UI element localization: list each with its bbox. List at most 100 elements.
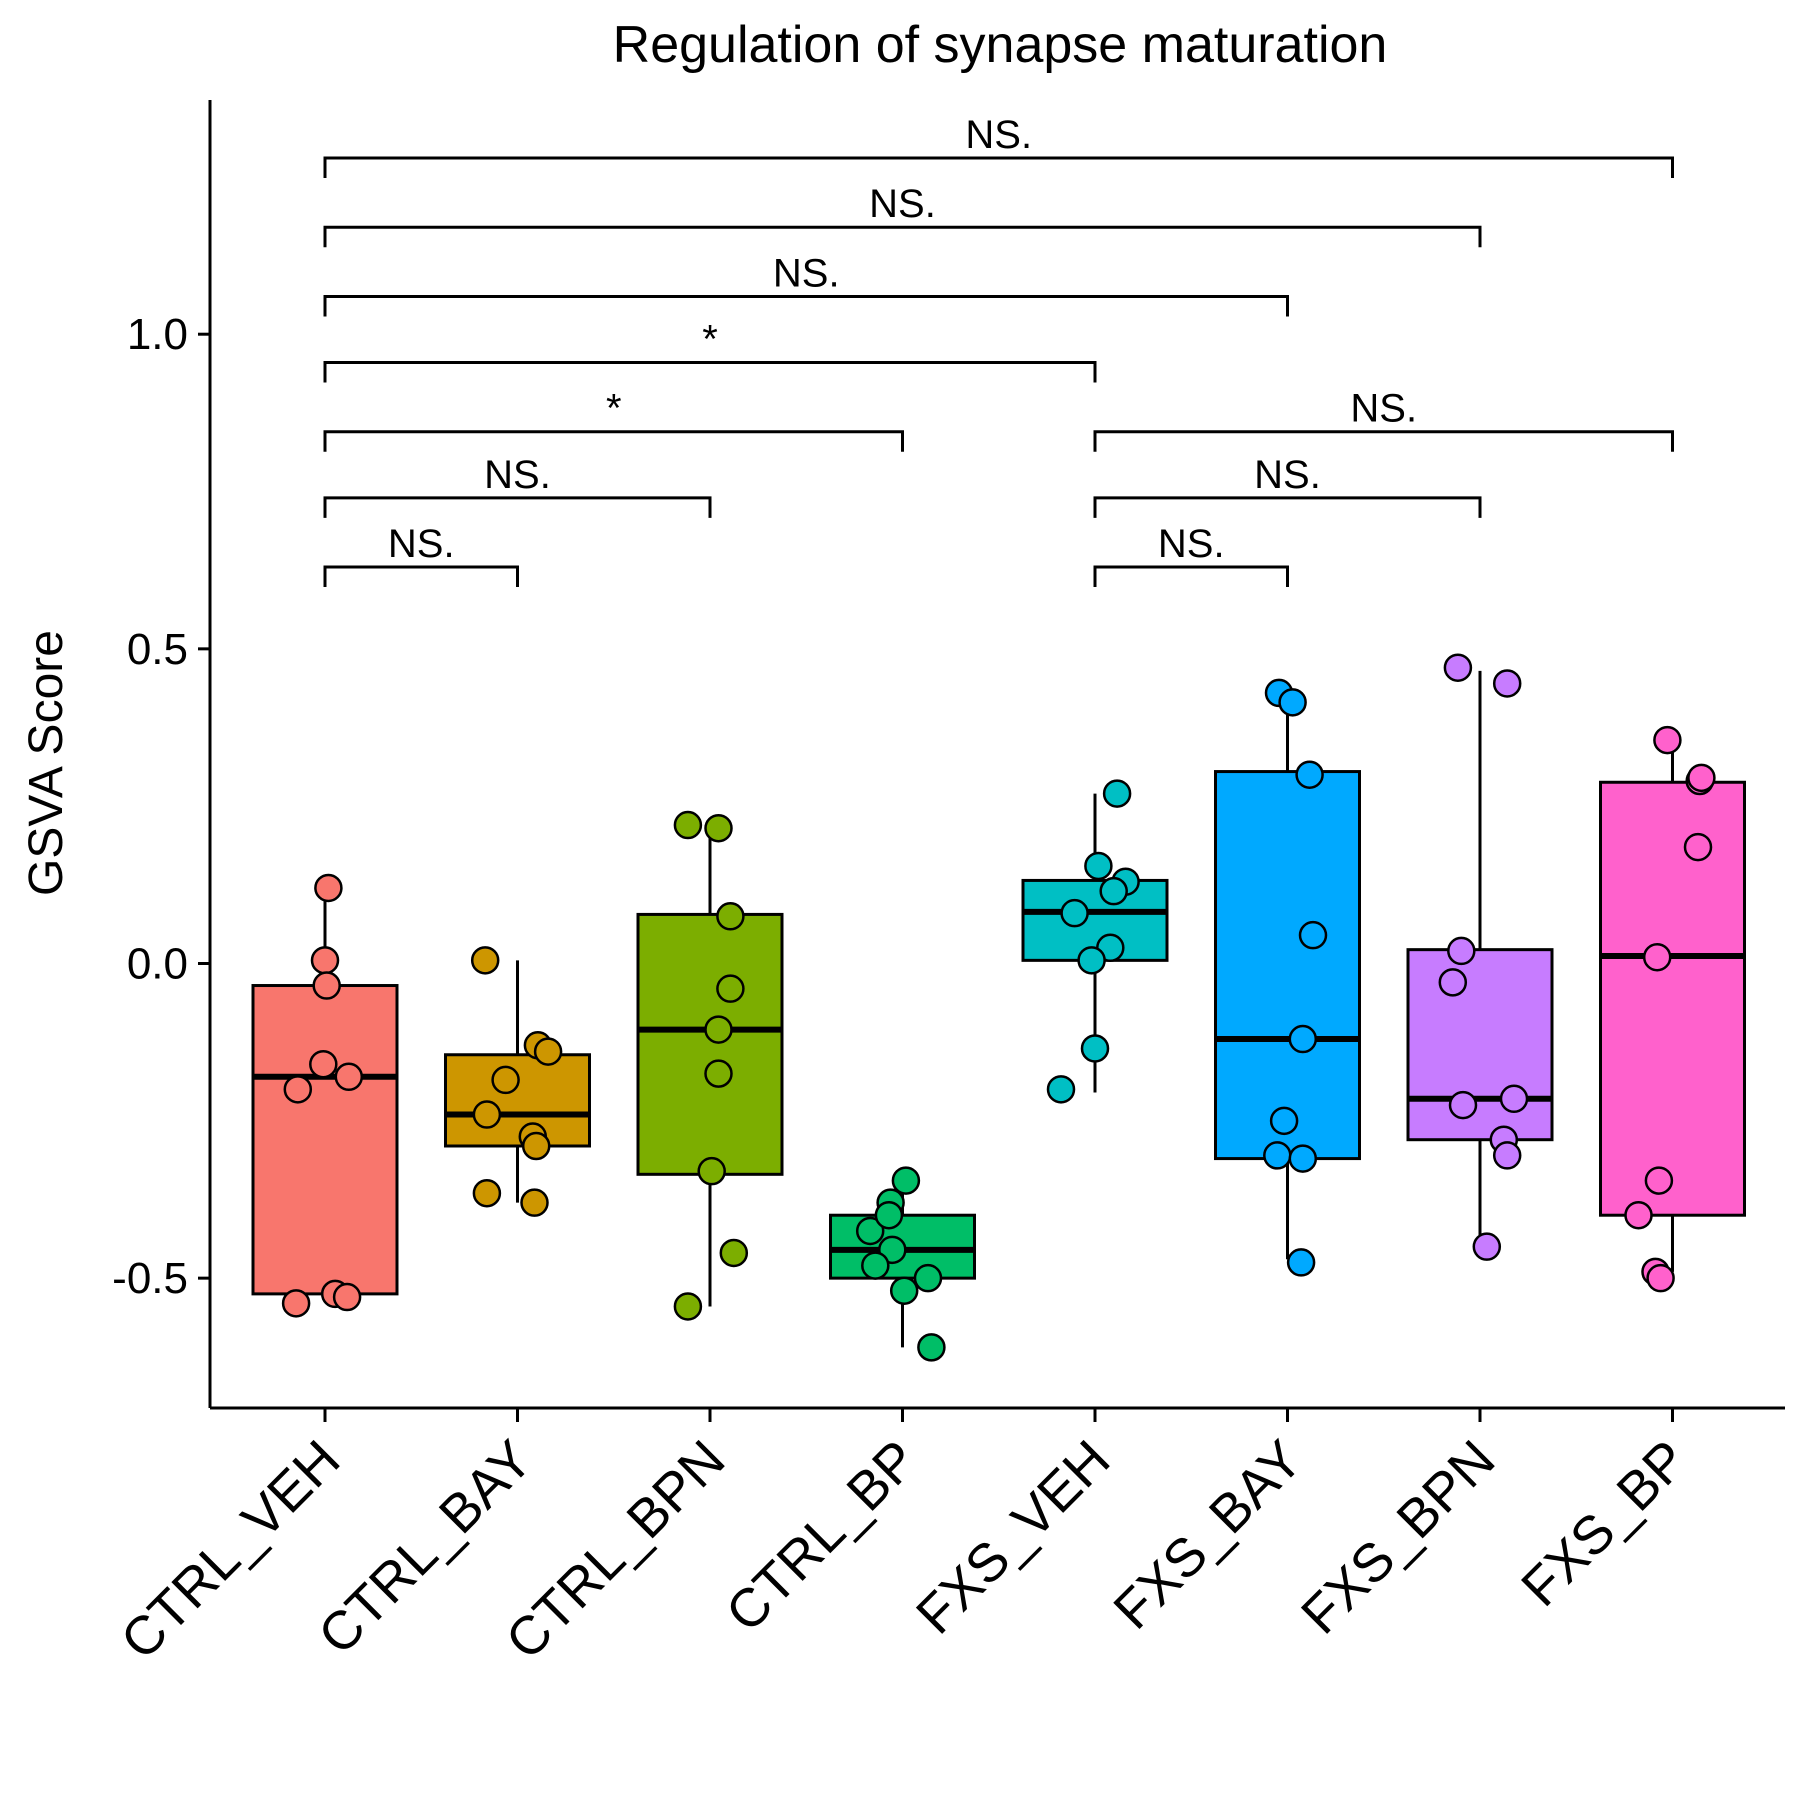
data-point [716,902,745,931]
bracket-line [323,361,1097,383]
data-point [917,1333,946,1362]
data-points [281,653,1716,1362]
significance-bracket: NS. [1093,453,1482,518]
data-point [314,873,343,903]
box-fxs-bay [1214,692,1361,1260]
data-point [1644,1166,1674,1195]
data-point [1472,1232,1502,1261]
significance-bracket: NS. [323,522,519,588]
data-point [1499,1084,1529,1114]
data-point [1084,851,1113,881]
significance-label: NS. [388,522,455,566]
data-point [472,1100,502,1129]
box-body [1599,780,1746,1217]
significance-bracket: * [323,318,1097,383]
significance-label: NS. [1350,387,1417,431]
significance-label: * [702,318,718,362]
data-point [673,810,703,840]
data-point [1286,1248,1316,1277]
data-point [1624,1200,1653,1230]
data-point [1448,1090,1478,1120]
data-point [1492,1141,1522,1170]
data-point [281,1289,311,1318]
data-point [673,1292,703,1321]
significance-bracket: NS. [323,182,1482,248]
significance-label: NS. [773,251,840,295]
significance-bracket: NS. [323,113,1674,178]
data-point [1492,669,1522,698]
bracket-line [323,225,1482,248]
y-tick-label: -0.5 [112,1254,188,1303]
significance-label: NS. [484,453,551,497]
data-point [310,946,340,975]
data-point [1447,936,1476,966]
box-ctrl-bay [444,960,591,1203]
data-point [1295,760,1324,789]
data-point [1288,1144,1318,1173]
data-point [1653,725,1682,755]
bracket-line [323,294,1289,317]
bracket-line [323,496,712,518]
data-point [283,1075,313,1104]
data-point [891,1166,921,1195]
data-point [1263,1141,1292,1170]
box-ctrl-veh [251,891,399,1298]
data-point [312,971,341,1000]
data-point [913,1263,943,1293]
x-tick-labels: CTRL_VEHCTRL_BAYCTRL_BPNCTRL_BPFXS_VEHFX… [110,1408,1699,1671]
significance-bracket: * [323,387,904,452]
data-point [1278,688,1307,717]
bracket-line [1093,496,1482,518]
box-body [444,1053,591,1148]
data-point [309,1049,338,1079]
data-point [1298,920,1328,950]
x-tick-label: FXS_VEH [905,1429,1121,1645]
data-point [874,1200,904,1230]
box-body [1406,948,1554,1142]
data-point [1099,876,1128,906]
bracket-line [1093,430,1674,452]
significance-label: NS. [1254,453,1321,497]
data-point [533,1037,563,1066]
data-point [1438,968,1468,997]
data-point [334,1062,364,1092]
data-point [704,1015,733,1044]
x-tick-label: FXS_BP [1510,1429,1699,1618]
x-tick-label: FXS_BAY [1102,1429,1314,1641]
data-point [1046,1075,1076,1104]
data-point [861,1251,890,1280]
y-tick-label: 0.5 [127,625,188,674]
bracket-line [323,565,519,588]
significance-label: NS. [869,182,936,226]
box-body [251,984,399,1296]
data-point [520,1188,549,1217]
data-point [1443,653,1473,682]
significance-label: * [606,387,622,431]
data-point [1080,1034,1110,1063]
x-tick-label: CTRL_VEH [110,1429,352,1671]
data-point [1646,1263,1675,1293]
data-point [704,1059,733,1088]
data-point [716,974,745,1003]
data-point [472,1178,502,1208]
data-point [332,1282,362,1312]
bracket-line [1093,565,1289,588]
box-body [1214,770,1361,1161]
data-point [1642,942,1672,972]
significance-label: NS. [1158,522,1225,566]
box-body [636,912,784,1176]
box-fxs-bpn [1406,670,1554,1247]
data-point [1269,1106,1299,1136]
y-tick-label: 0.0 [127,940,188,989]
data-point [889,1276,919,1305]
y-tick-label: 1.0 [127,310,188,359]
data-point [855,1216,885,1246]
x-tick-label: CTRL_BP [715,1429,929,1643]
data-point [1077,946,1106,975]
x-tick-label: FXS_BPN [1290,1429,1506,1645]
data-point [704,813,733,843]
significance-bracket: NS. [323,251,1289,317]
data-point [1060,898,1089,928]
axes: -0.5 0.0 0.5 1.0 [112,100,1785,1410]
data-point [1683,832,1713,862]
